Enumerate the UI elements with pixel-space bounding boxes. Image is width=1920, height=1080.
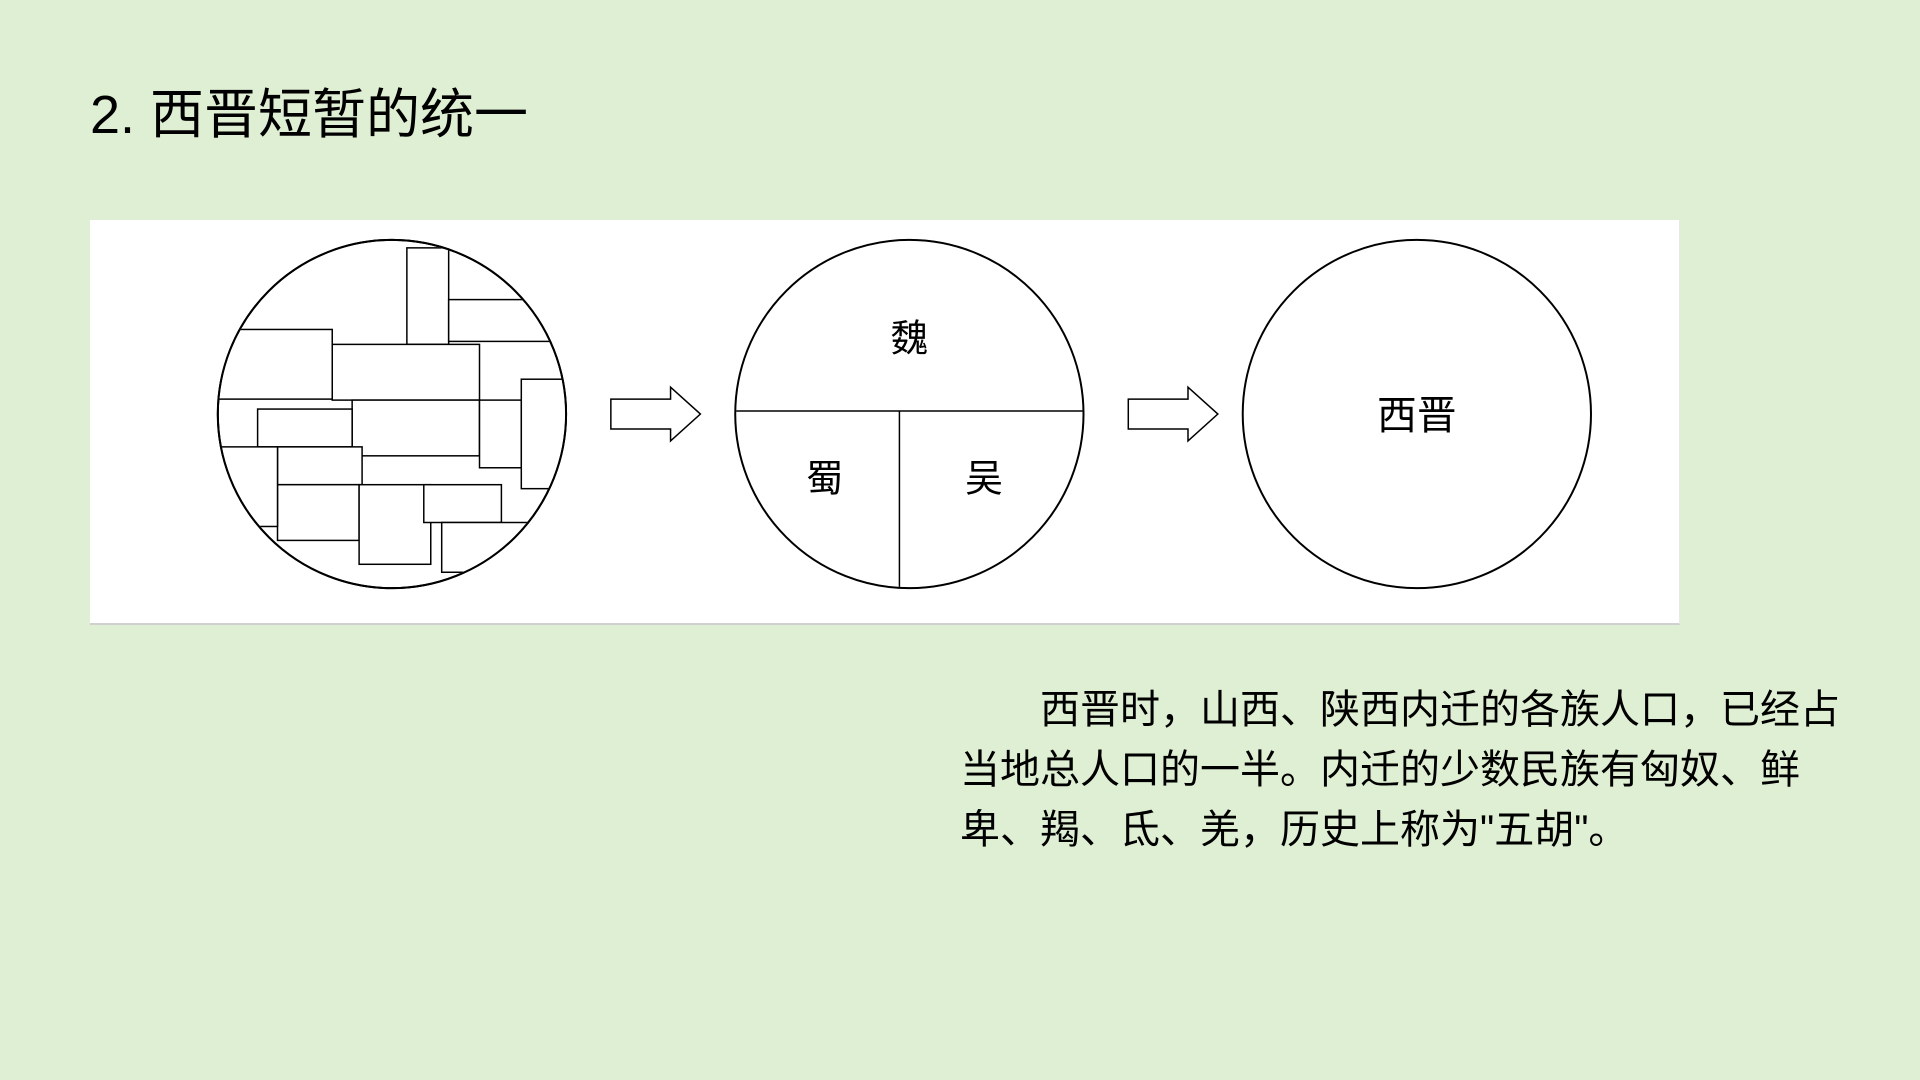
cell-liubiao: 刘表 xyxy=(375,520,415,543)
label-wei: 魏 xyxy=(890,318,928,360)
flow-diagram: 公 孙 瓒 公孙度 袁绍 曹操 马腾 张鲁 xyxy=(90,220,1679,623)
cell-liubei: 刘 xyxy=(490,409,510,432)
svg-text:瓒: 瓒 xyxy=(418,306,438,329)
label-shu: 蜀 xyxy=(806,459,844,501)
cell-mateng: 马腾 xyxy=(282,417,322,440)
cell-caocao: 曹操 xyxy=(382,411,450,449)
slide-title: 2. 西晋短暂的统一 xyxy=(90,70,528,149)
body-paragraph: 西晋时，山西、陕西内迁的各族人口，已经占当地总人口的一半。内迁的少数民族有匈奴、… xyxy=(960,680,1840,860)
label-wu: 吴 xyxy=(965,459,1003,501)
arrow-1 xyxy=(611,387,701,441)
cell-gongsundu: 公孙度 xyxy=(467,309,527,332)
cell-gongsunzan: 公 xyxy=(418,258,438,280)
svg-text:备: 备 xyxy=(490,433,510,456)
svg-text:孙: 孙 xyxy=(418,282,438,305)
arrow-2 xyxy=(1128,387,1218,441)
circle-1-warlords: 公 孙 瓒 公孙度 袁绍 曹操 马腾 张鲁 xyxy=(213,240,581,588)
cell-sunce: 孙策 xyxy=(462,532,502,555)
cell-yuanshu: 袁术 xyxy=(441,493,481,516)
cell-zhanglu: 张鲁 xyxy=(299,455,339,478)
circle-3-western-jin: 西晋 xyxy=(1243,240,1591,588)
cell-yuanshao: 袁绍 xyxy=(372,355,440,393)
cell-liuzhang: 刘璋 xyxy=(298,502,338,525)
label-xijin: 西晋 xyxy=(1377,394,1457,438)
diagram-container: 公 孙 瓒 公孙度 袁绍 曹操 马腾 张鲁 xyxy=(90,220,1680,625)
circle-2-three-kingdoms: 魏 蜀 吴 xyxy=(735,240,1083,588)
